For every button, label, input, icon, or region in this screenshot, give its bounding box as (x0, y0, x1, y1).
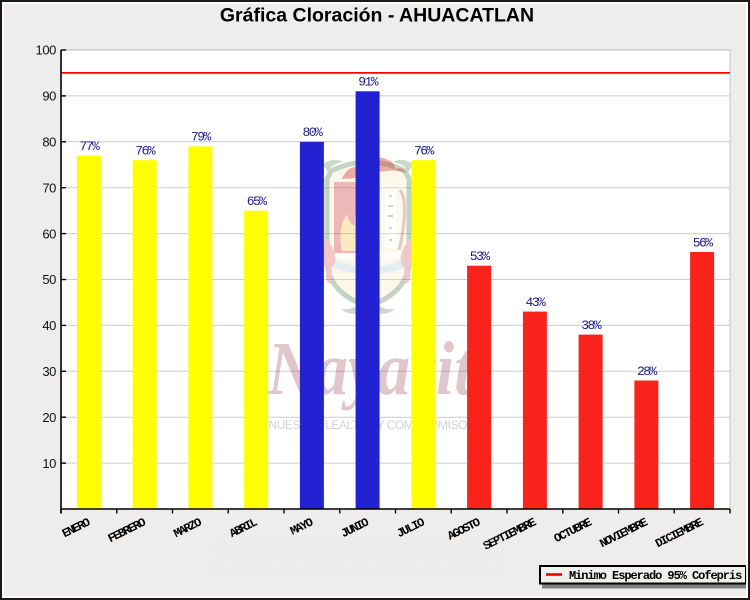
svg-text:76%: 76% (414, 144, 435, 159)
svg-text:43%: 43% (526, 295, 547, 310)
svg-text:79%: 79% (191, 130, 212, 145)
svg-text:60: 60 (42, 226, 56, 241)
svg-text:20: 20 (42, 410, 56, 425)
svg-text:40: 40 (42, 318, 56, 333)
svg-text:56%: 56% (693, 235, 714, 250)
svg-text:50: 50 (42, 272, 56, 287)
svg-text:77%: 77% (80, 139, 101, 154)
svg-text:70: 70 (42, 180, 56, 195)
svg-text:91%: 91% (358, 75, 379, 90)
svg-text:65%: 65% (247, 194, 268, 209)
svg-text:Gráfica Cloración - AHUACATLAN: Gráfica Cloración - AHUACATLAN (220, 5, 534, 27)
svg-text:90: 90 (42, 89, 56, 104)
svg-text:53%: 53% (470, 249, 491, 264)
svg-text:28%: 28% (637, 364, 658, 379)
svg-text:10: 10 (42, 456, 56, 471)
svg-text:80: 80 (42, 135, 56, 150)
svg-text:38%: 38% (581, 318, 602, 333)
svg-text:30: 30 (42, 364, 56, 379)
svg-text:80%: 80% (303, 125, 324, 140)
svg-text:100: 100 (36, 43, 57, 58)
svg-text:Minimo Esperado 95% Cofepris: Minimo Esperado 95% Cofepris (569, 569, 742, 583)
svg-text:76%: 76% (135, 144, 156, 159)
